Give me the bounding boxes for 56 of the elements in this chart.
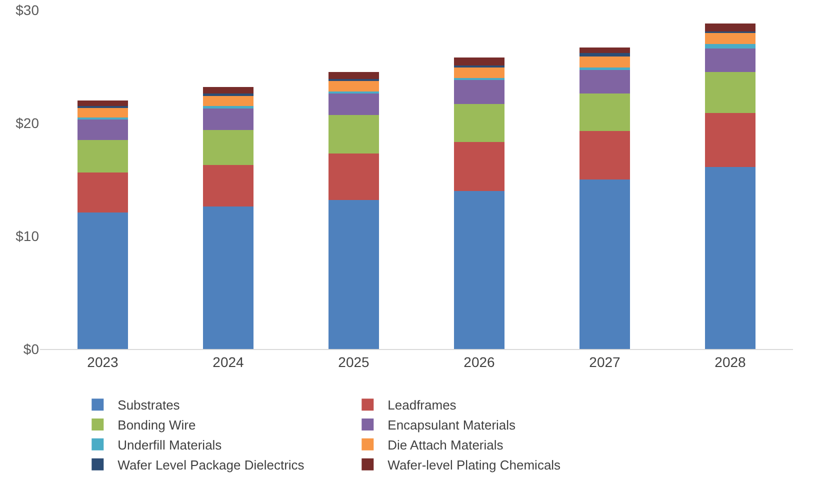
x-tick-label: 2026 [464, 354, 496, 370]
bar [580, 47, 630, 53]
legend-label: Encapsulant Materials [388, 418, 516, 433]
bar [328, 115, 379, 154]
legend-label: Substrates [118, 398, 180, 413]
bar [328, 94, 379, 116]
bar [203, 86, 254, 94]
bar [78, 120, 128, 140]
bar [580, 94, 630, 131]
legend-label: Leadframes [388, 398, 457, 413]
bar [454, 80, 504, 104]
bar [580, 130, 630, 180]
legend-label: Bonding Wire [118, 418, 196, 433]
x-tick-label: 2025 [338, 354, 370, 370]
bar [78, 100, 128, 106]
x-tick-label: 2027 [589, 354, 621, 370]
bar [78, 172, 128, 212]
bar [454, 68, 504, 78]
bar [705, 24, 756, 32]
bar [328, 200, 379, 349]
x-tick-label: 2023 [87, 354, 119, 370]
bar [580, 52, 630, 56]
y-tick-label: $20 [16, 114, 40, 131]
bar [705, 48, 756, 72]
bar [705, 167, 756, 349]
bar [580, 56, 630, 68]
legend-label: Underfill Materials [118, 438, 222, 452]
x-tick-label: 2028 [714, 354, 746, 370]
bar [328, 81, 379, 92]
bar [705, 44, 756, 48]
bar [78, 212, 128, 349]
bar [328, 154, 379, 200]
bar [454, 104, 504, 142]
bar [78, 140, 128, 173]
bar [705, 72, 756, 113]
x-tick-label: 2024 [212, 354, 244, 370]
bar [454, 57, 504, 66]
legend-label: Die Attach Materials [388, 438, 504, 452]
bar [203, 206, 254, 349]
y-tick-label: $0 [23, 340, 40, 357]
bar [705, 112, 756, 168]
bar [580, 180, 630, 349]
legend-label: Wafer Level Package Dielectrics [118, 457, 305, 472]
bar [454, 190, 504, 349]
bar [454, 142, 504, 191]
bar [705, 32, 756, 44]
y-tick-label: $10 [16, 228, 40, 244]
bar [78, 107, 128, 118]
bar [203, 96, 254, 106]
bar [328, 72, 379, 79]
bar [580, 70, 630, 94]
bar [203, 108, 254, 130]
legend-label: Wafer-level Plating Chemicals [388, 457, 562, 472]
bar [203, 130, 254, 165]
y-tick-label: $30 [16, 2, 40, 18]
bar [203, 164, 254, 207]
